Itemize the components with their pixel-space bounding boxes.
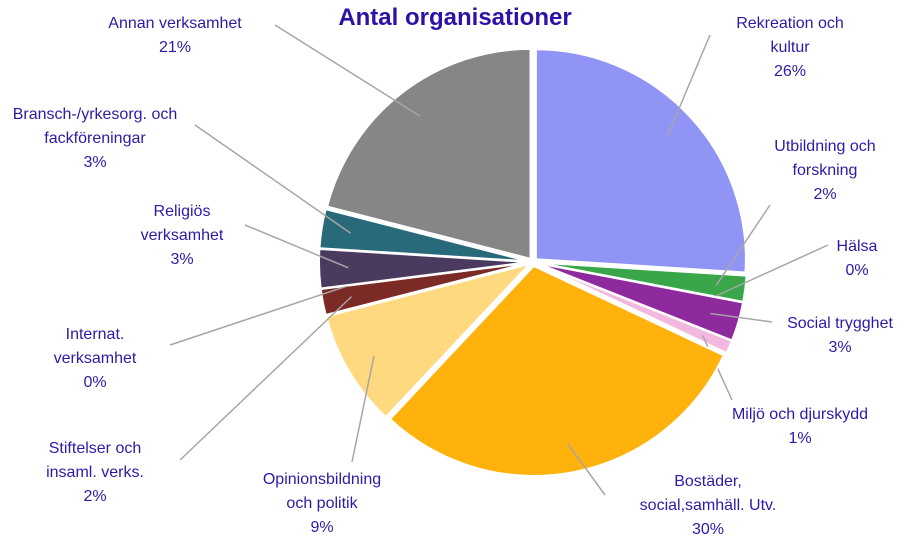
category-label: Hälsa bbox=[836, 238, 878, 255]
data-label: Internat. verksamhet 0% bbox=[45, 323, 145, 395]
category-label: Utbildning och forskning bbox=[774, 138, 876, 179]
leader-line bbox=[274, 24, 421, 117]
data-label: Miljö och djurskydd 1% bbox=[700, 403, 900, 451]
leader-line bbox=[567, 443, 606, 496]
data-label: Religiös verksamhet 3% bbox=[132, 200, 232, 272]
leader-line bbox=[667, 34, 711, 136]
pie-slice bbox=[536, 262, 734, 355]
pie-slice bbox=[534, 48, 747, 274]
value-label: 2% bbox=[813, 186, 837, 203]
leader-line bbox=[194, 124, 351, 234]
pie-slice bbox=[388, 264, 726, 477]
value-label: 0% bbox=[83, 374, 107, 391]
data-label: Rekreation och kultur 26% bbox=[728, 12, 853, 84]
pie-slice bbox=[325, 47, 532, 261]
value-label: 1% bbox=[788, 430, 812, 447]
leader-line bbox=[351, 355, 375, 463]
category-label: Bostäder, social,samhäll. Utv. bbox=[639, 473, 777, 514]
data-label: Bostäder, social,samhäll. Utv. 30% bbox=[626, 470, 791, 542]
value-label: 26% bbox=[773, 63, 807, 80]
value-label: 3% bbox=[828, 339, 852, 356]
category-label: Rekreation och kultur bbox=[736, 15, 844, 56]
pie-slice bbox=[318, 207, 530, 263]
leader-line bbox=[179, 296, 352, 461]
data-label: Social trygghet 3% bbox=[740, 312, 914, 360]
data-label: Utbildning och forskning 2% bbox=[763, 135, 888, 207]
leader-line bbox=[710, 312, 773, 323]
value-label: 21% bbox=[158, 39, 192, 56]
value-label: 30% bbox=[691, 521, 725, 538]
data-label: Annan verksamhet 21% bbox=[75, 12, 275, 60]
data-label: Opinionsbildning och politik 9% bbox=[252, 468, 392, 540]
leader-line bbox=[714, 244, 829, 298]
category-label: Stiftelser och insaml. verks. bbox=[46, 440, 144, 481]
leader-line bbox=[715, 204, 771, 286]
value-label: 3% bbox=[83, 154, 107, 171]
value-label: 3% bbox=[170, 251, 194, 268]
category-label: Annan verksamhet bbox=[108, 15, 242, 32]
value-label: 9% bbox=[310, 519, 334, 536]
data-label: Stiftelser och insaml. verks. 2% bbox=[35, 437, 155, 509]
category-label: Miljö och djurskydd bbox=[731, 406, 869, 423]
category-label: Internat. verksamhet bbox=[53, 326, 137, 367]
leader-line bbox=[169, 284, 350, 346]
category-label: Social trygghet bbox=[787, 315, 893, 332]
category-label: Bransch-/yrkesorg. och fackföreningar bbox=[12, 106, 178, 147]
leader-line bbox=[244, 224, 349, 269]
value-label: 0% bbox=[845, 262, 869, 279]
value-label: 2% bbox=[83, 488, 107, 505]
data-label: Bransch-/yrkesorg. och fackföreningar 3% bbox=[13, 103, 178, 175]
category-label: Opinionsbildning och politik bbox=[262, 471, 382, 512]
data-label: Hälsa 0% bbox=[807, 235, 907, 283]
category-label: Religiös verksamhet bbox=[140, 203, 224, 244]
chart-title: Antal organisationer bbox=[338, 4, 572, 31]
